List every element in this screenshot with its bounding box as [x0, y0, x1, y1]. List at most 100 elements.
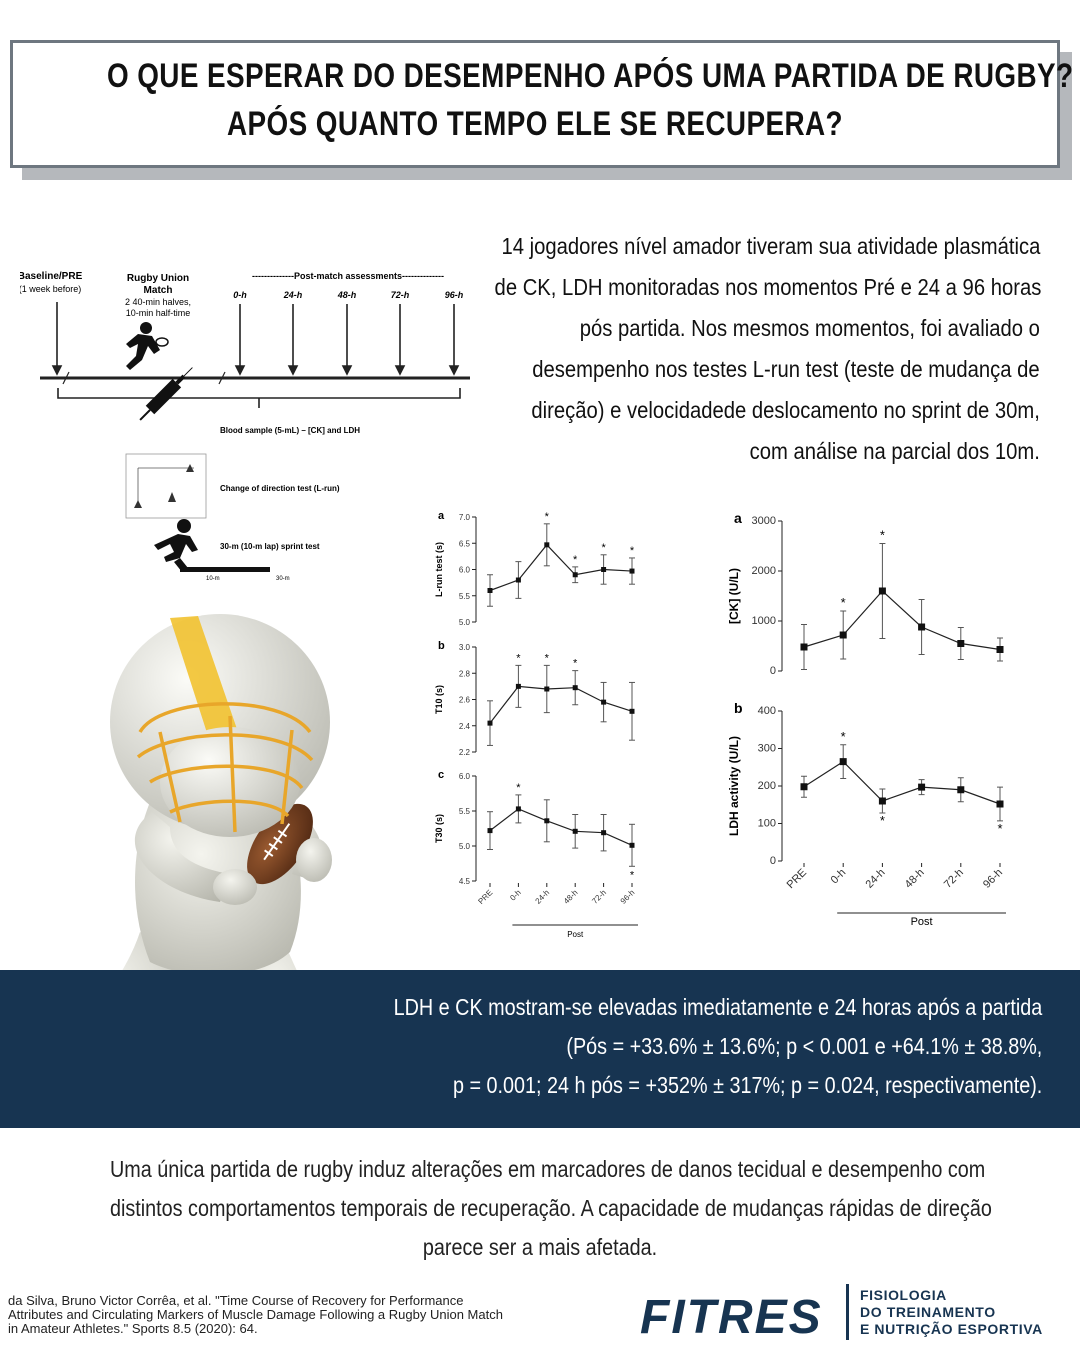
- conclusion-line: distintos comportamentos temporais de re…: [110, 1195, 992, 1221]
- sprint-test-label: 30-m (10-m lap) sprint test: [220, 542, 320, 551]
- intro-line: desempenho nos testes L-run test (teste …: [532, 356, 1040, 382]
- data-point: [515, 577, 521, 583]
- y-tick-label: 2.4: [459, 722, 471, 731]
- significance-marker: *: [516, 782, 521, 794]
- x-tick-label: 96-h: [981, 867, 1005, 891]
- x-group-label: Post: [567, 930, 584, 939]
- helmet-stripe: [170, 616, 238, 736]
- y-tick-label: 200: [758, 780, 776, 792]
- timepoint-72h: 72-h: [391, 290, 410, 300]
- cod-test-label: Change of direction test (L-run): [220, 484, 340, 493]
- citation: da Silva, Bruno Victor Corrêa, et al. "T…: [8, 1294, 568, 1336]
- rugby-player-icon: [126, 322, 169, 370]
- intro-line: de CK, LDH monitoradas nos momentos Pré …: [494, 274, 1042, 300]
- timepoint-24h: 24-h: [283, 290, 303, 300]
- panel-letter: a: [438, 510, 445, 522]
- data-point: [996, 800, 1004, 808]
- x-group-label: Post: [911, 916, 933, 928]
- chart-4: 0 100 200 300 400 LDH activity (U/L) b * * * PRE 0-…: [727, 700, 1006, 928]
- match-label-2: Match: [144, 285, 173, 296]
- intro-line: com análise na parcial dos 10m.: [749, 438, 1040, 464]
- data-point: [544, 542, 550, 548]
- fitres-logo: FITRES: [640, 1291, 823, 1344]
- baseline-sub: (1 week before): [20, 284, 81, 294]
- match-sub-1: 2 40-min halves,: [125, 297, 191, 307]
- significance-marker: *: [630, 545, 635, 557]
- conclusion-paragraph: Uma única partida de rugby induz alteraç…: [40, 1150, 1040, 1267]
- findings-line: p = 0.001; 24 h pós = +352% ± 317%; p = …: [452, 1072, 1042, 1098]
- data-point: [918, 783, 926, 791]
- timepoint-48h: 48-h: [337, 290, 357, 300]
- y-axis-label: [CK] (U/L): [727, 568, 741, 624]
- logo-sub-3: E NUTRIÇÃO ESPORTIVA: [860, 1321, 1043, 1337]
- timeline-arrows: [51, 302, 460, 376]
- series-line: [489, 808, 633, 846]
- match-label-1: Rugby Union: [127, 273, 189, 284]
- y-axis-label: T10 (s): [434, 685, 444, 714]
- x-tick-label: 96-h: [619, 888, 637, 906]
- intro-line: 14 jogadores nível amador tiveram sua at…: [501, 233, 1040, 259]
- y-tick-label: 6.0: [459, 566, 471, 575]
- data-point: [629, 708, 635, 714]
- biomarker-charts: 0 1000 2000 3000 [CK] (U/L) a * * 0 100 200 300 400 L…: [727, 510, 1006, 928]
- x-tick-label: 24-h: [534, 888, 552, 906]
- data-point: [629, 568, 635, 574]
- timepoint-0h: 0-h: [233, 290, 247, 300]
- findings-text: LDH e CK mostram-se elevadas imediatamen…: [288, 988, 1042, 1105]
- data-point: [572, 685, 578, 691]
- y-tick-label: 100: [758, 818, 776, 830]
- y-axis-label: T30 (s): [434, 814, 444, 843]
- y-tick-label: 5.5: [459, 807, 471, 816]
- data-point: [515, 806, 521, 812]
- significance-marker: *: [545, 511, 550, 523]
- data-point: [839, 758, 847, 766]
- data-point: [487, 720, 493, 726]
- y-tick-label: 7.0: [459, 513, 471, 522]
- x-tick-label: 0-h: [829, 867, 849, 887]
- data-point: [601, 567, 607, 572]
- x-tick-label: 0-h: [508, 888, 523, 903]
- citation-line: Attributes and Circulating Markers of Mu…: [8, 1307, 503, 1322]
- chart-1: 2.2 2.4 2.6 2.8 3.0 T10 (s) b * * *: [434, 640, 635, 757]
- citation-line: in Amateur Athletes." Sports 8.5 (2020):…: [8, 1321, 258, 1336]
- scale-30m: 30-m: [276, 576, 290, 582]
- chart-3: 0 1000 2000 3000 [CK] (U/L) a * *: [727, 510, 1004, 677]
- conclusion-line: parece ser a mais afetada.: [422, 1234, 658, 1260]
- data-point: [839, 631, 847, 639]
- y-tick-label: 0: [770, 665, 776, 677]
- significance-marker: *: [516, 652, 521, 664]
- y-tick-label: 6.5: [459, 539, 471, 548]
- data-point: [878, 797, 886, 805]
- intro-paragraph: 14 jogadores nível amador tiveram sua at…: [420, 226, 1042, 472]
- significance-marker: *: [545, 652, 550, 664]
- data-point: [878, 587, 886, 595]
- data-point: [572, 572, 578, 578]
- l-run-course-icon: [125, 453, 207, 519]
- series-line: [489, 543, 633, 592]
- sprint-distance-bar: [180, 567, 270, 572]
- x-tick-label: 48-h: [903, 867, 927, 891]
- x-tick-label: PRE: [785, 867, 809, 891]
- intro-line: pós partida. Nos mesmos momentos, foi av…: [579, 315, 1040, 341]
- performance-charts: 5.0 5.5 6.0 6.5 7.0 L-run test (s) a * * * * 2.2 2.4…: [434, 510, 638, 939]
- data-point: [957, 786, 965, 794]
- significance-marker: *: [841, 729, 846, 744]
- y-tick-label: 4.5: [459, 877, 471, 886]
- y-tick-label: 5.0: [459, 842, 471, 851]
- significance-marker: *: [573, 658, 578, 670]
- data-point: [515, 683, 521, 689]
- data-point: [601, 830, 607, 836]
- conclusion-line: Uma única partida de rugby induz alteraç…: [110, 1156, 986, 1182]
- y-tick-label: 300: [758, 743, 776, 755]
- y-tick-label: 2.6: [459, 696, 471, 705]
- findings-line: LDH e CK mostram-se elevadas imediatamen…: [393, 994, 1042, 1020]
- data-point: [996, 646, 1004, 653]
- significance-marker: *: [630, 869, 635, 881]
- data-point: [572, 828, 578, 834]
- title-box: O QUE ESPERAR DO DESEMPENHO APÓS UMA PAR…: [10, 40, 1073, 168]
- intro-line: direção) e velocidadede deslocamento no …: [531, 397, 1040, 423]
- citation-line: da Silva, Bruno Victor Corrêa, et al. "T…: [8, 1293, 464, 1308]
- panel-letter: b: [734, 700, 743, 716]
- syringe-icon: [139, 367, 193, 421]
- y-tick-label: 400: [758, 705, 776, 717]
